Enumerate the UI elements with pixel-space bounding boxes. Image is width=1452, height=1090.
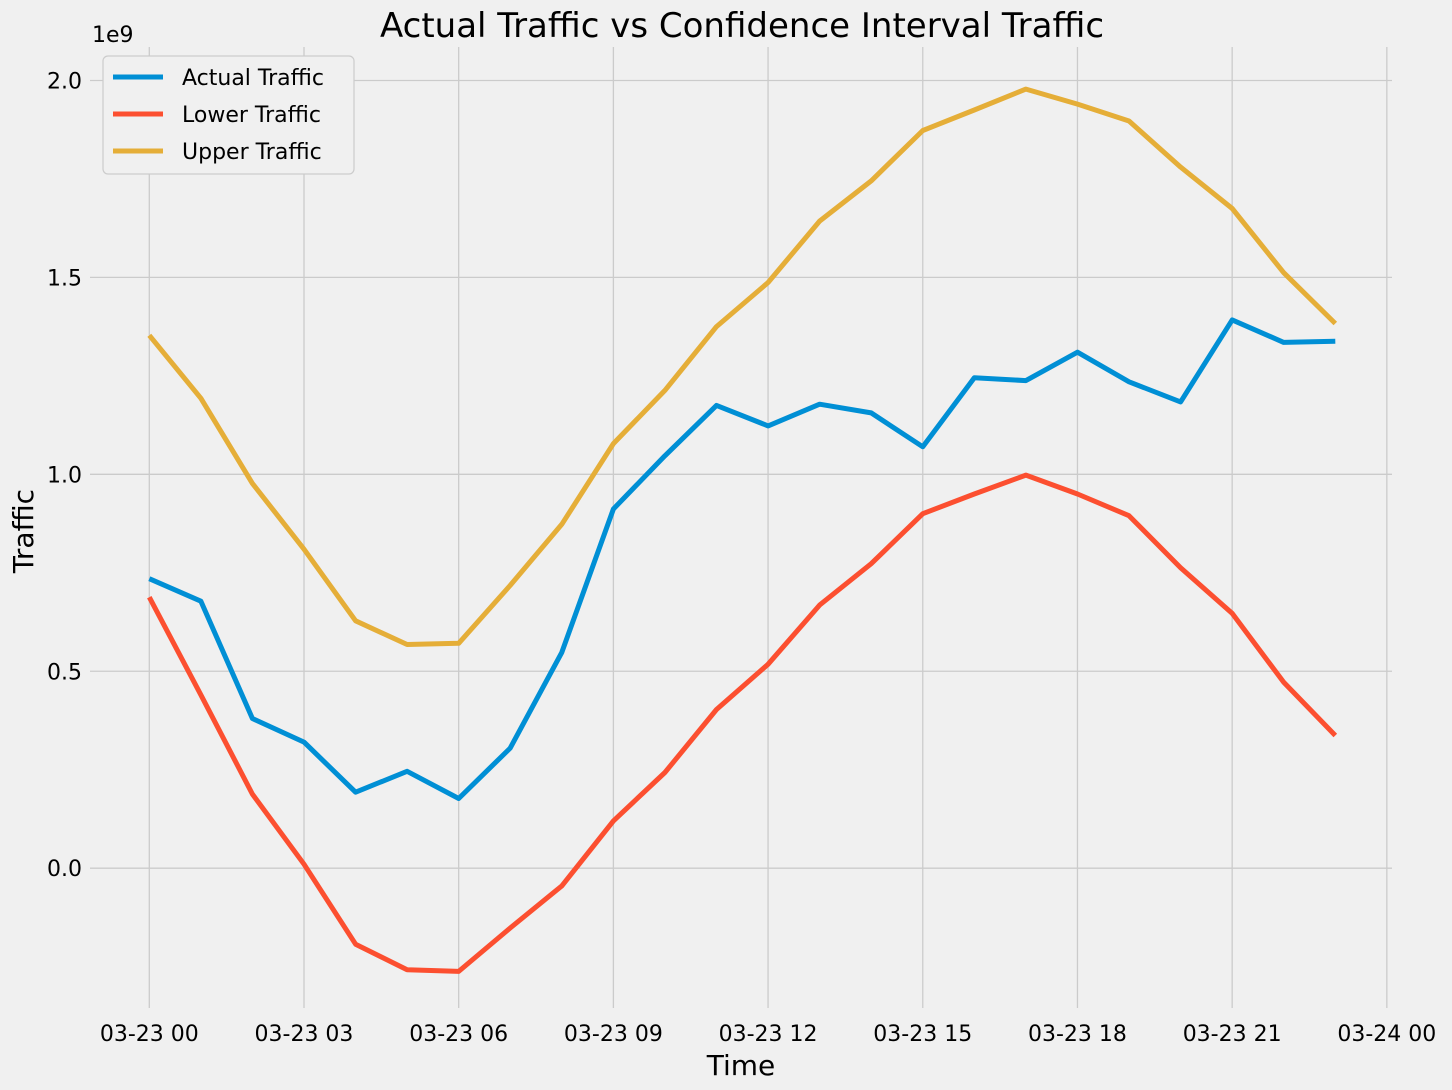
y-tick-label: 2.0 <box>47 69 82 94</box>
x-axis-label: Time <box>706 1049 776 1082</box>
series-line-lower <box>147 472 1338 974</box>
y-tick-label: 0.5 <box>47 660 82 685</box>
legend: Actual Traffic Lower Traffic Upper Traff… <box>102 55 355 175</box>
y-tick-label: 1.5 <box>47 266 82 291</box>
legend-label-actual: Actual Traffic <box>182 66 324 91</box>
x-tick-label: 03-23 06 <box>409 1022 508 1047</box>
x-axis-ticks: 03-23 00 03-23 03 03-23 06 03-23 09 03-23 12… <box>100 1022 1436 1047</box>
series-lines <box>147 86 1338 974</box>
x-tick-label: 03-23 12 <box>719 1022 818 1047</box>
y-offset-label: 1e9 <box>92 23 134 48</box>
legend-label-lower: Lower Traffic <box>182 103 321 128</box>
series-line-upper <box>147 86 1338 647</box>
x-tick-label: 03-23 15 <box>873 1022 972 1047</box>
x-tick-label: 03-23 09 <box>564 1022 663 1047</box>
y-axis-ticks: 0.0 0.5 1.0 1.5 2.0 <box>47 69 82 882</box>
x-tick-label: 03-23 18 <box>1028 1022 1127 1047</box>
y-tick-label: 1.0 <box>47 463 82 488</box>
series-line-actual <box>148 317 1336 801</box>
x-tick-label: 03-23 00 <box>100 1022 199 1047</box>
chart-title: Actual Traffic vs Confidence Interval Tr… <box>380 6 1104 46</box>
legend-box <box>102 55 355 175</box>
y-axis-label: Traffic <box>7 489 40 574</box>
x-tick-label: 03-23 03 <box>255 1022 354 1047</box>
legend-label-upper: Upper Traffic <box>182 140 322 165</box>
x-tick-label: 03-24 00 <box>1337 1022 1436 1047</box>
y-tick-label: 0.0 <box>47 857 82 882</box>
x-tick-label: 03-23 21 <box>1183 1022 1282 1047</box>
